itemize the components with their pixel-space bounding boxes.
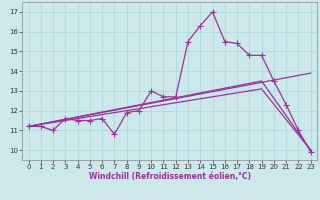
X-axis label: Windchill (Refroidissement éolien,°C): Windchill (Refroidissement éolien,°C) xyxy=(89,172,251,181)
